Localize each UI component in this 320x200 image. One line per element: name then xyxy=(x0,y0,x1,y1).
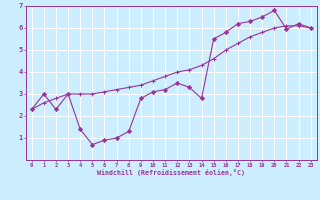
X-axis label: Windchill (Refroidissement éolien,°C): Windchill (Refroidissement éolien,°C) xyxy=(97,169,245,176)
